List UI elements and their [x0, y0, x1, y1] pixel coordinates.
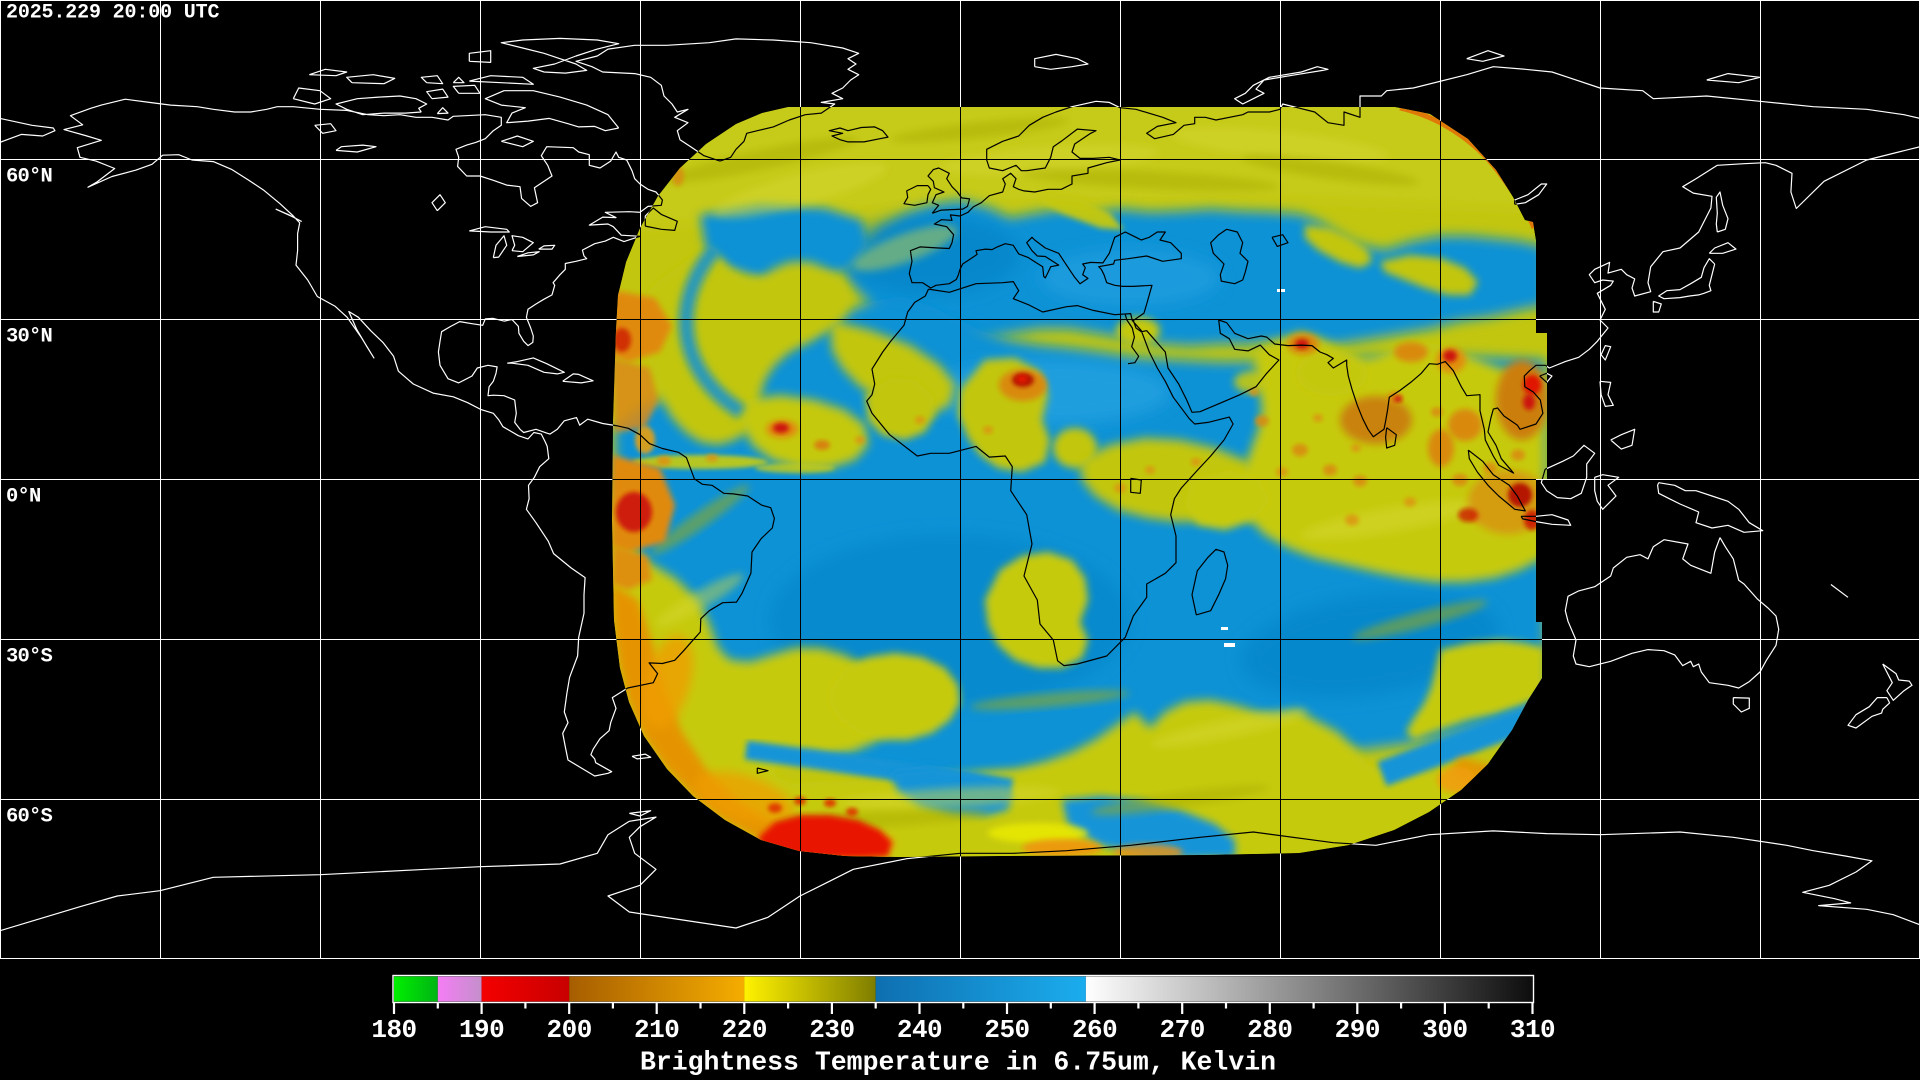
svg-text:180: 180 [371, 1015, 416, 1045]
svg-text:0°N: 0°N [6, 486, 41, 509]
svg-text:30°S: 30°S [6, 646, 53, 669]
svg-text:60°S: 60°S [6, 806, 53, 829]
svg-text:210: 210 [634, 1015, 679, 1045]
svg-text:300: 300 [1422, 1015, 1467, 1045]
svg-text:310: 310 [1510, 1015, 1555, 1045]
svg-text:250: 250 [984, 1015, 1029, 1045]
svg-text:230: 230 [809, 1015, 854, 1045]
svg-text:60°N: 60°N [6, 166, 52, 189]
svg-text:290: 290 [1335, 1015, 1380, 1045]
svg-text:240: 240 [897, 1015, 942, 1045]
svg-text:30°N: 30°N [6, 326, 52, 349]
svg-text:270: 270 [1160, 1015, 1205, 1045]
svg-text:Brightness Temperature in 6.75: Brightness Temperature in 6.75um, Kelvin [640, 1048, 1276, 1078]
svg-text:220: 220 [722, 1015, 767, 1045]
svg-text:260: 260 [1072, 1015, 1117, 1045]
svg-text:280: 280 [1247, 1015, 1292, 1045]
svg-text:190: 190 [459, 1015, 504, 1045]
svg-text:2025.229 20:00 UTC: 2025.229 20:00 UTC [6, 2, 219, 25]
svg-text:200: 200 [547, 1015, 592, 1045]
